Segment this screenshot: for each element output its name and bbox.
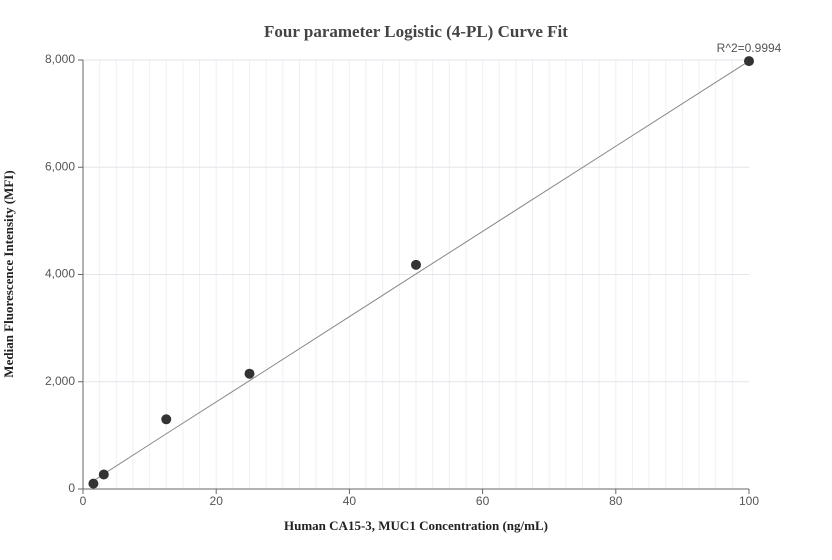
x-tick-label: 60 (476, 494, 490, 508)
x-axis-label: Human CA15-3, MUC1 Concentration (ng/mL) (284, 518, 548, 533)
fit-line (93, 60, 750, 482)
data-point (244, 368, 255, 379)
data-point (411, 259, 421, 270)
y-tick-label: 2,000 (45, 374, 75, 388)
data-point (161, 414, 172, 425)
x-tick-label: 100 (739, 494, 759, 508)
chart-title: Four parameter Logistic (4-PL) Curve Fit (264, 22, 568, 41)
y-tick-label: 4,000 (45, 267, 75, 281)
x-tick-label: 80 (609, 494, 623, 508)
y-axis-label: Median Fluorescence Intensity (MFI) (1, 170, 16, 377)
data-point (98, 469, 109, 480)
data-point (744, 56, 754, 67)
x-tick-label: 40 (343, 494, 357, 508)
y-tick-label: 6,000 (45, 159, 75, 173)
x-tick-label: 0 (80, 494, 87, 508)
y-tick-label: 0 (68, 481, 75, 495)
x-tick-label: 20 (210, 494, 224, 508)
annotation: R^2=0.9994 (717, 41, 782, 55)
y-tick-label: 8,000 (45, 52, 75, 66)
data-point (88, 478, 99, 489)
